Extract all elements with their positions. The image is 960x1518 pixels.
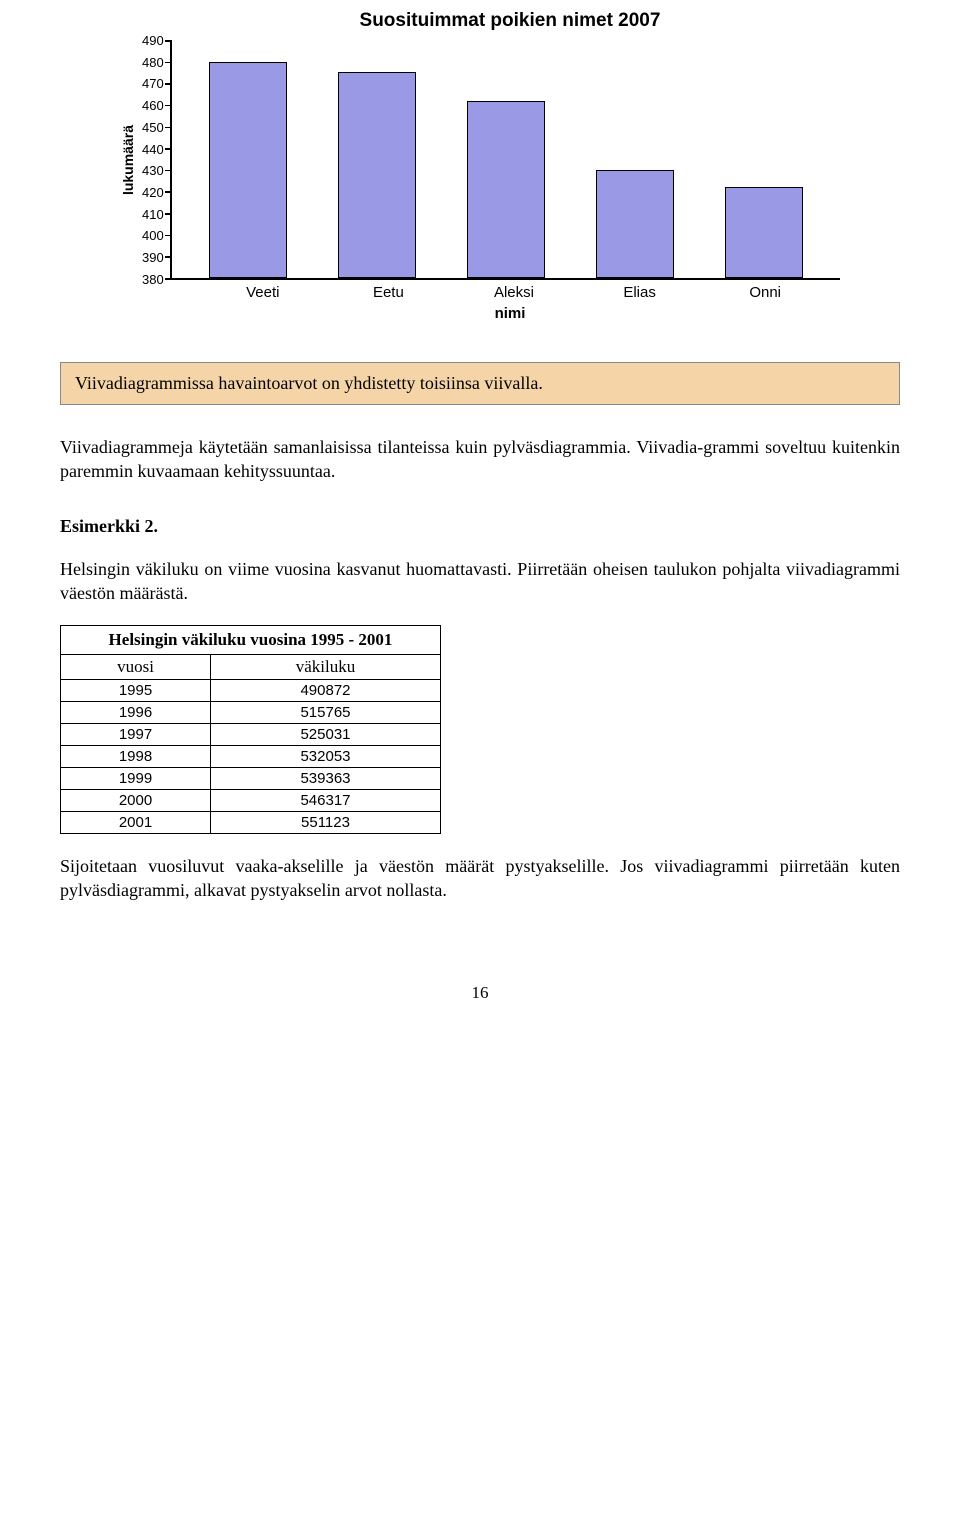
plot-area [170,40,840,280]
bar [596,170,674,278]
chart-area: lukumäärä 490480470460450440430420410400… [120,40,840,280]
bar-chart: Suosituimmat poikien nimet 2007 lukumäär… [120,10,840,322]
y-tick-mark [165,83,172,85]
example-heading: Esimerkki 2. [60,516,900,537]
paragraph-1: Viivadiagrammeja käytetään samanlaisissa… [60,435,900,484]
y-tick-mark [165,278,172,280]
table-row: 1996515765 [61,702,441,724]
table-cell: 515765 [211,702,441,724]
y-tick-mark [165,191,172,193]
bar [209,62,287,278]
table-cell: 2000 [61,790,211,812]
y-ticks: 490480470460450440430420410400390380 [142,40,170,280]
callout-box: Viivadiagrammissa havaintoarvot on yhdis… [60,362,900,405]
y-tick-label: 400 [142,229,164,230]
y-tick-mark [165,127,172,129]
table-cell: 1995 [61,680,211,702]
table-row: 2000546317 [61,790,441,812]
y-tick-mark [165,213,172,215]
table-cell: 525031 [211,724,441,746]
x-tick-label: Eetu [349,284,427,301]
x-labels: Veeti Eetu Aleksi Elias Onni [188,284,840,301]
y-axis-label: lukumäärä [120,125,136,195]
table-row: 1995490872 [61,680,441,702]
y-tick-label: 480 [142,56,164,57]
table-cell: 2001 [61,812,211,834]
table-row: 1998532053 [61,746,441,768]
page: Suosituimmat poikien nimet 2007 lukumäär… [0,10,960,1043]
table-cell: 551123 [211,812,441,834]
y-tick-label: 380 [142,273,164,274]
y-tick-label: 490 [142,34,164,35]
y-tick-mark [165,62,172,64]
y-tick-mark [165,235,172,237]
y-tick-label: 390 [142,251,164,252]
bar [338,72,416,278]
table-title: Helsingin väkiluku vuosina 1995 - 2001 [61,626,441,655]
y-tick-mark [165,40,172,42]
y-tick-label: 470 [142,77,164,78]
population-table: Helsingin väkiluku vuosina 1995 - 2001 v… [60,625,441,834]
x-tick-label: Onni [726,284,804,301]
paragraph-2: Helsingin väkiluku on viime vuosina kasv… [60,557,900,606]
y-tick-mark [165,256,172,258]
y-tick-label: 440 [142,143,164,144]
x-axis-label: nimi [180,305,840,322]
table-col-pop: väkiluku [211,655,441,680]
y-tick-label: 430 [142,164,164,165]
y-tick-label: 460 [142,99,164,100]
table-cell: 546317 [211,790,441,812]
table-cell: 1998 [61,746,211,768]
table-row: 1999539363 [61,768,441,790]
y-tick-label: 450 [142,121,164,122]
x-tick-label: Aleksi [475,284,553,301]
table-cell: 1999 [61,768,211,790]
page-number: 16 [60,983,900,1003]
table-col-year: vuosi [61,655,211,680]
y-tick-label: 420 [142,186,164,187]
table-row: 2001551123 [61,812,441,834]
table-cell: 532053 [211,746,441,768]
table-cell: 1997 [61,724,211,746]
x-tick-label: Elias [601,284,679,301]
x-tick-label: Veeti [224,284,302,301]
bar [725,187,803,278]
y-tick-mark [165,148,172,150]
bar [467,101,545,278]
bars-group [172,40,840,278]
y-tick-mark [165,105,172,107]
table-row: 1997525031 [61,724,441,746]
table-cell: 490872 [211,680,441,702]
table-cell: 539363 [211,768,441,790]
paragraph-3: Sijoitetaan vuosiluvut vaaka-akselille j… [60,854,900,903]
chart-title: Suosituimmat poikien nimet 2007 [180,10,840,32]
y-tick-label: 410 [142,208,164,209]
y-tick-mark [165,170,172,172]
table-cell: 1996 [61,702,211,724]
callout-text: Viivadiagrammissa havaintoarvot on yhdis… [75,373,543,393]
